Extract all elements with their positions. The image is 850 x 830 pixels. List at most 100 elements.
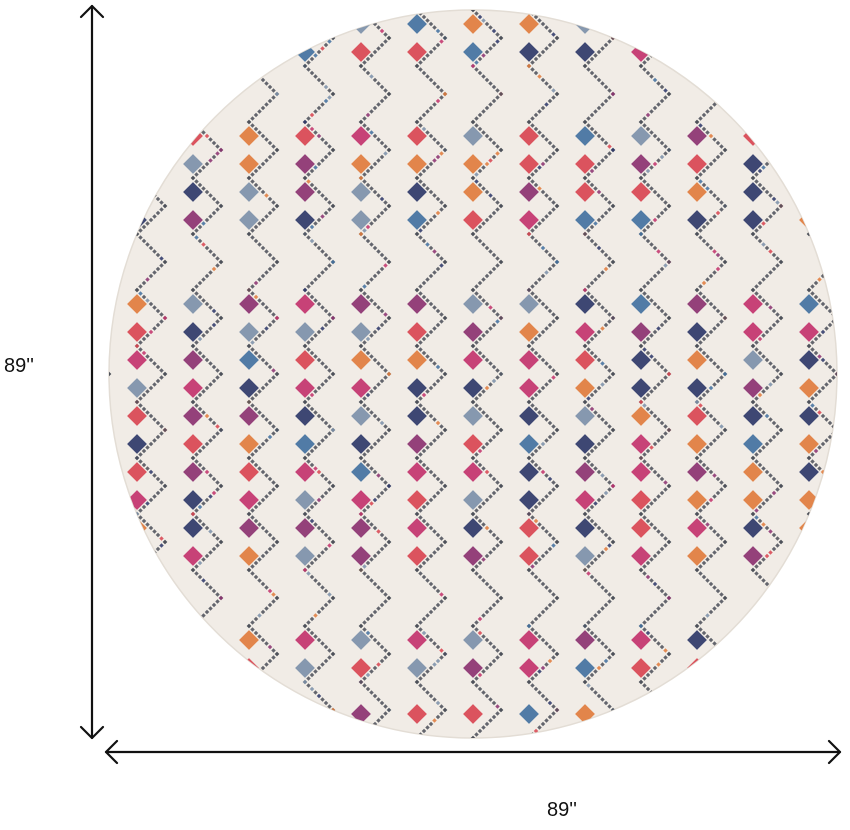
lattice-dot	[771, 42, 777, 48]
lattice-dot	[103, 88, 108, 93]
lattice-dot	[194, 683, 199, 688]
lattice-dot	[79, 400, 84, 405]
diamond-motif	[183, 630, 203, 650]
lattice-dot	[702, 1, 707, 6]
lattice-dot	[208, 102, 213, 107]
lattice-dot	[429, 778, 434, 783]
lattice-dot	[656, 25, 661, 30]
lattice-dot	[775, 760, 780, 765]
lattice-dot	[757, 126, 763, 132]
lattice-dot	[215, 767, 220, 772]
lattice-dot	[103, 312, 108, 317]
lattice-dot	[432, 774, 437, 779]
lattice-dot	[723, 764, 728, 769]
lattice-dot	[663, 256, 668, 261]
lattice-dot	[824, 494, 829, 499]
lattice-dot	[813, 672, 819, 678]
lattice-dot	[159, 599, 164, 604]
lattice-dot	[93, 22, 98, 27]
lattice-dot	[93, 414, 98, 419]
lattice-dot	[96, 305, 101, 310]
lattice-dot	[254, 785, 259, 790]
lattice-dot	[582, 735, 588, 738]
lattice-dot	[810, 732, 815, 737]
lattice-dot	[152, 585, 157, 590]
lattice-dot	[208, 697, 213, 702]
lattice-dot	[103, 263, 108, 268]
lattice-dot	[551, 263, 556, 268]
diamond-motif	[687, 14, 707, 34]
lattice-dot	[155, 602, 161, 608]
lattice-dot	[246, 735, 252, 738]
lattice-dot	[642, 732, 647, 737]
lattice-dot	[656, 753, 661, 758]
lattice-dot	[79, 64, 84, 69]
lattice-dot	[365, 280, 371, 286]
lattice-dot	[303, 792, 308, 797]
lattice-dot	[215, 648, 220, 653]
lattice-dot	[435, 252, 441, 258]
round-rug	[79, 0, 838, 797]
lattice-dot	[481, 781, 486, 786]
lattice-dot	[138, 116, 143, 121]
lattice-dot	[534, 743, 539, 748]
lattice-dot	[79, 512, 84, 517]
lattice-dot	[750, 10, 756, 13]
lattice-dot	[813, 518, 819, 524]
lattice-dot	[414, 10, 420, 13]
lattice-dot	[827, 42, 833, 48]
lattice-dot	[817, 557, 822, 562]
lattice-dot	[582, 10, 588, 13]
lattice-dot	[79, 400, 84, 405]
lattice-dot	[82, 627, 87, 632]
lattice-dot	[642, 284, 647, 289]
lattice-dot	[540, 273, 546, 279]
lattice-dot	[600, 774, 605, 779]
lattice-dot	[712, 697, 717, 702]
lattice-dot	[145, 725, 150, 730]
lattice-dot	[820, 553, 826, 559]
lattice-dot	[649, 0, 654, 2]
lattice-dot	[834, 203, 837, 209]
lattice-dot	[548, 771, 553, 776]
lattice-dot	[810, 788, 815, 793]
lattice-dot	[79, 680, 84, 685]
lattice-dot	[260, 693, 266, 699]
diamond-motif	[183, 704, 203, 724]
lattice-dot	[369, 781, 374, 786]
lattice-dot	[365, 14, 371, 20]
lattice-dot	[712, 753, 717, 758]
diamond-motif	[799, 546, 819, 566]
lattice-dot	[310, 1, 315, 6]
lattice-dot	[834, 91, 837, 97]
lattice-dot	[754, 683, 759, 688]
diamond-motif	[743, 42, 763, 62]
lattice-dot	[190, 63, 196, 69]
lattice-dot	[708, 77, 714, 83]
lattice-dot	[162, 707, 168, 713]
lattice-dot	[159, 95, 164, 100]
lattice-dot	[309, 728, 315, 734]
lattice-dot	[831, 256, 836, 261]
lattice-dot	[817, 53, 822, 58]
lattice-dot	[817, 501, 822, 506]
lattice-dot	[443, 764, 448, 769]
lattice-dot	[79, 176, 84, 181]
lattice-dot	[149, 778, 154, 783]
lattice-dot	[100, 533, 105, 538]
lattice-dot	[705, 18, 710, 23]
lattice-dot	[586, 788, 591, 793]
lattice-dot	[82, 179, 87, 184]
lattice-dot	[211, 266, 217, 272]
lattice-dot	[586, 4, 591, 9]
lattice-dot	[820, 525, 826, 531]
lattice-dot	[138, 683, 143, 688]
lattice-dot	[596, 21, 602, 27]
lattice-dot	[148, 49, 154, 55]
lattice-dot	[152, 774, 157, 779]
lattice-dot	[764, 105, 770, 111]
lattice-dot	[260, 49, 266, 55]
lattice-dot	[604, 757, 609, 762]
lattice-dot	[705, 746, 710, 751]
lattice-dot	[761, 18, 766, 23]
